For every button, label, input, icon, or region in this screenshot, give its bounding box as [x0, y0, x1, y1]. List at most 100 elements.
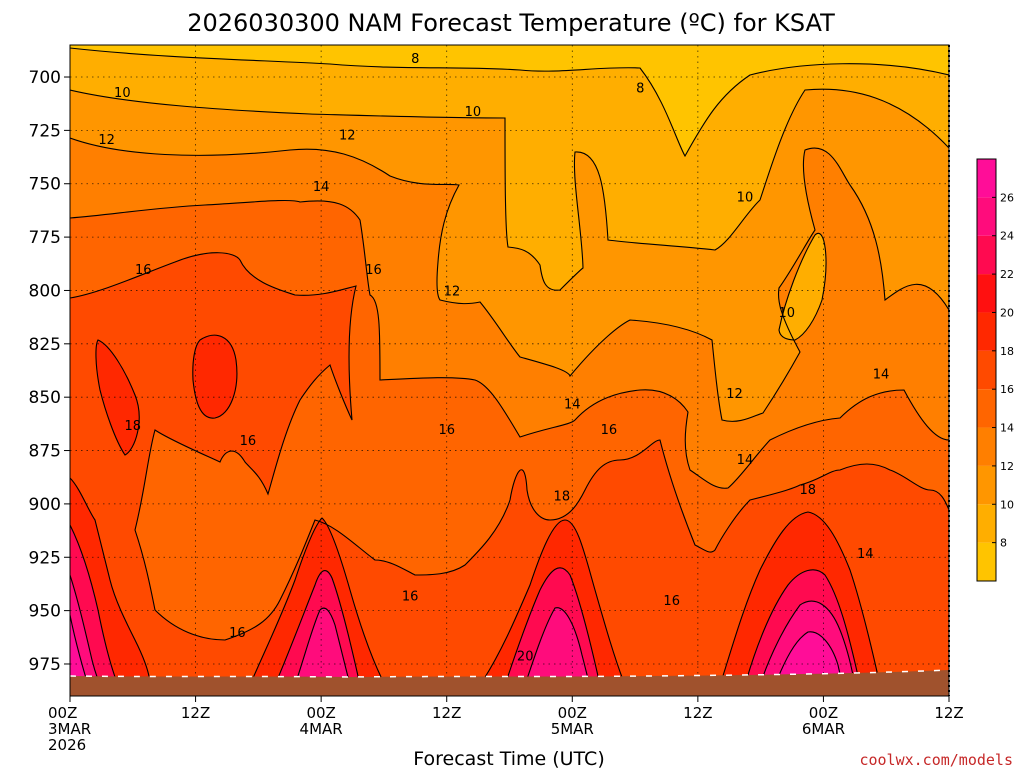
contour-label: 14 — [873, 368, 890, 383]
contour-line-12 — [70, 137, 949, 422]
x-axis-label: Forecast Time (UTC) — [413, 748, 604, 768]
band-18-20 — [70, 252, 949, 679]
x-tick-label: 00Z — [48, 704, 77, 722]
x-tick-label: 4MAR — [300, 720, 343, 738]
band-24-26-c — [527, 607, 589, 679]
y-tick-label: 800 — [29, 281, 61, 301]
contour-line-20-d — [746, 569, 860, 679]
grid — [70, 45, 949, 679]
colorbar-frame — [976, 158, 997, 582]
contour-labels: 8 8 10 10 10 10 12 12 12 12 14 14 14 14 14 16 16 16 16 16 16… — [98, 52, 890, 665]
contour-lines — [70, 47, 949, 679]
colorbar-label: 14 — [1000, 422, 1014, 435]
colorbar-label: 24 — [1000, 230, 1014, 243]
colorbar-segment — [977, 235, 996, 275]
y-tick-label: 750 — [29, 175, 61, 195]
contour-line-18-d — [721, 511, 880, 679]
contour-label: 18 — [799, 483, 816, 498]
colorbar-label: 20 — [1000, 306, 1014, 319]
contour-label: 16 — [438, 423, 455, 438]
colorbar-label: 18 — [1000, 345, 1014, 358]
contour-label: 14 — [313, 180, 330, 195]
contour-line-20-c — [506, 567, 600, 679]
y-tick-label: 825 — [29, 335, 61, 355]
colorbar-segment — [977, 504, 996, 543]
contour-line-10-pocket — [778, 232, 827, 341]
colorbar-segment — [977, 465, 996, 505]
x-tick-label: 3MAR — [48, 720, 91, 738]
contour-line-8 — [70, 47, 949, 158]
contour-label: 16 — [240, 434, 257, 449]
colorbar-segment — [977, 542, 996, 581]
contour-label: 16 — [402, 590, 419, 605]
colorbar-segment — [977, 197, 996, 236]
contour-line-22-b — [296, 607, 350, 679]
contour-label: 8 — [636, 82, 644, 97]
y-tick-label: 875 — [29, 442, 61, 462]
y-tick-label: 950 — [29, 602, 61, 622]
x-tick-label: 12Z — [432, 704, 461, 722]
warm-pocket-2 — [192, 335, 237, 419]
x-tick-label: 00Z — [809, 704, 838, 722]
colorbar-segment — [977, 427, 996, 466]
contour-label: 14 — [857, 547, 874, 562]
y-tick-label: 900 — [29, 495, 61, 515]
contour-label: 12 — [444, 284, 461, 299]
contour-line-22-d — [761, 600, 855, 679]
contour-label: 14 — [737, 453, 754, 468]
contour-label: 18 — [554, 489, 571, 504]
contour-line-18-c — [483, 519, 624, 679]
colorbar-label: 16 — [1000, 383, 1014, 396]
colorbar-label: 10 — [1000, 498, 1014, 511]
band-26-28-b — [777, 631, 842, 679]
colorbar-label: 26 — [1000, 191, 1014, 204]
contour-label: 16 — [365, 263, 382, 278]
y-tick-label: 725 — [29, 121, 61, 141]
contour-label: 20 — [517, 649, 534, 664]
contour-label: 16 — [135, 263, 152, 278]
colorbar-label: 8 — [1000, 537, 1007, 550]
x-tick-label: 6MAR — [802, 720, 845, 738]
x-tick-label: 12Z — [934, 704, 963, 722]
y-tick-label: 925 — [29, 548, 61, 568]
colorbar: 8 10 12 14 16 18 20 22 24 26 — [976, 158, 1014, 582]
colorbar-segment — [977, 350, 996, 390]
y-tick-label: 775 — [29, 228, 61, 248]
plot-area: 8 8 10 10 10 10 12 12 12 12 14 14 14 14 14 16 16 16 16 16 16… — [70, 45, 949, 679]
contour-line-24 — [70, 614, 87, 679]
warm-pocket-1 — [95, 340, 140, 455]
colorbar-segment — [977, 312, 996, 351]
contour-label: 10 — [465, 105, 482, 120]
contour-line-22-c — [526, 607, 589, 679]
contour-label: 10 — [114, 86, 131, 101]
cool-pocket — [779, 233, 826, 340]
colorbar-label: 12 — [1000, 460, 1014, 473]
colorbar-label: 22 — [1000, 268, 1014, 281]
contour-label: 12 — [98, 133, 115, 148]
contour-label: 16 — [229, 626, 246, 641]
ground-fill — [70, 670, 949, 696]
contour-label: 12 — [339, 129, 356, 144]
x-tick-label: 5MAR — [551, 720, 594, 738]
contour-line-18-pocket-1 — [95, 339, 140, 456]
contour-label: 16 — [663, 594, 680, 609]
band-24-26-b — [296, 608, 349, 679]
x-tick-label: 00Z — [306, 704, 335, 722]
y-tick-label: 700 — [29, 68, 61, 88]
contour-label: 8 — [411, 52, 419, 67]
band-26-28 — [70, 615, 87, 679]
contour-line-18 — [70, 477, 151, 679]
contour-line-20 — [70, 524, 117, 679]
x-tick-label: 00Z — [558, 704, 587, 722]
y-tick-label: 975 — [29, 655, 61, 675]
contour-label: 14 — [564, 398, 581, 413]
x-tick-label: 12Z — [683, 704, 712, 722]
x-tick-label: 12Z — [181, 704, 210, 722]
contour-label: 18 — [125, 419, 142, 434]
contour-label: 16 — [601, 423, 618, 438]
contour-line-16 — [70, 252, 949, 641]
watermark: coolwx.com/models — [859, 751, 1013, 768]
temperature-bands — [70, 45, 949, 679]
x-tick-label: 2026 — [48, 736, 86, 754]
